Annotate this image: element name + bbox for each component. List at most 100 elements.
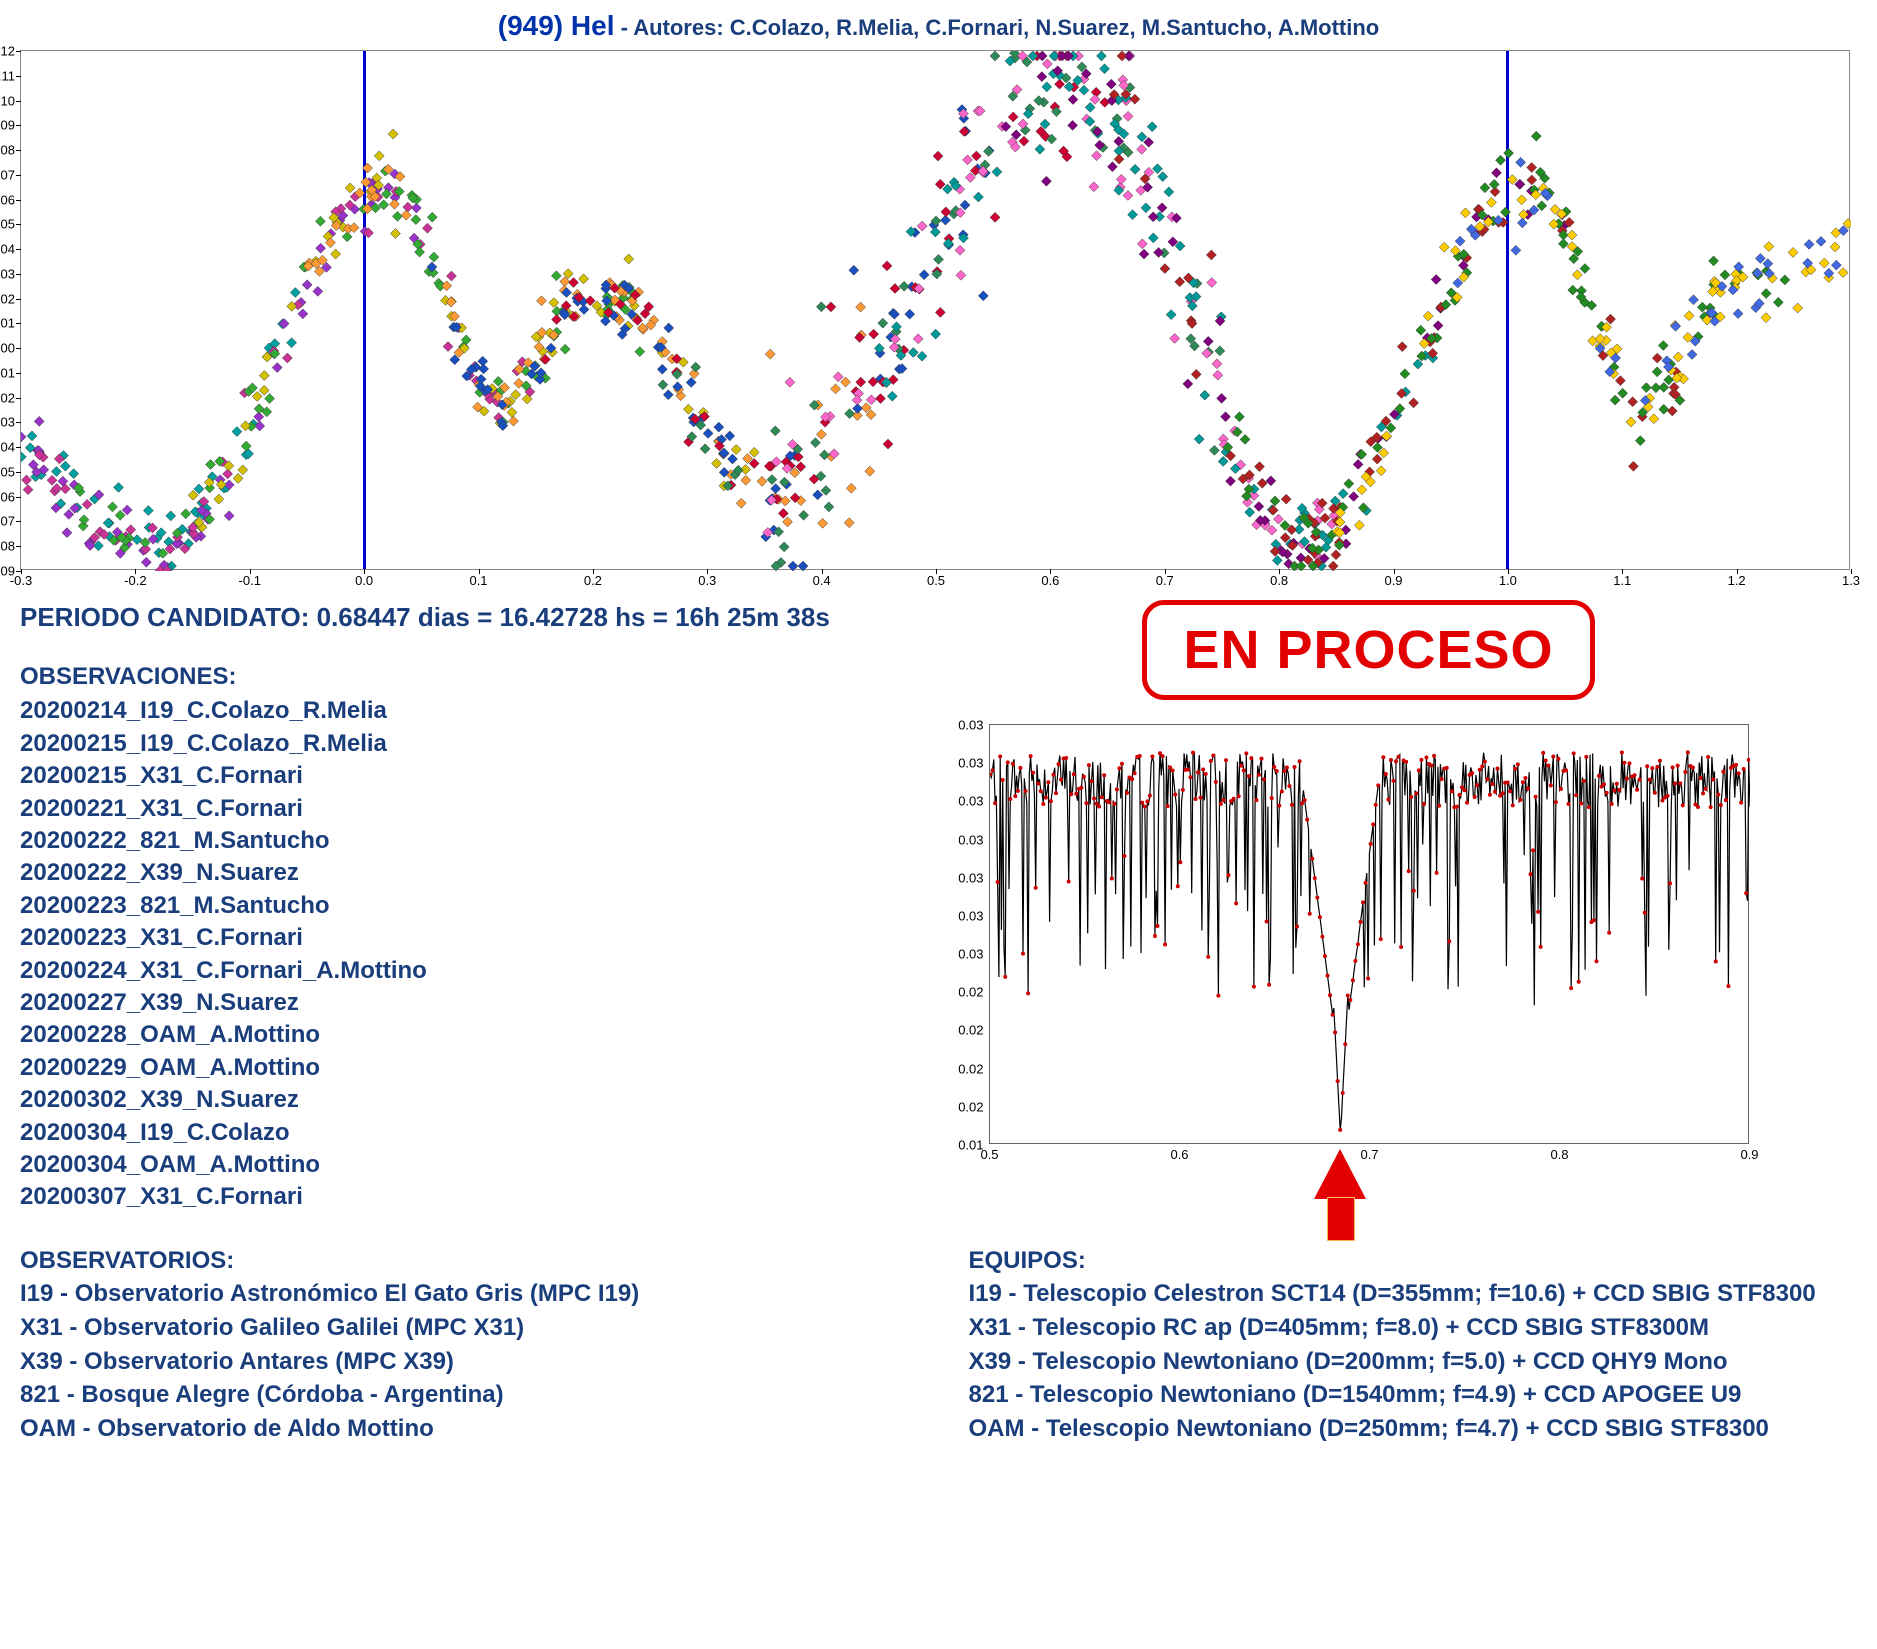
y-tick-label: -0.04	[0, 242, 15, 257]
pg-y-tick-label: 0.01	[958, 1138, 983, 1153]
y-tick-label: -0.07	[0, 167, 15, 182]
x-tick-label: -0.2	[124, 573, 146, 588]
pg-y-tick-label: 0.03	[958, 832, 983, 847]
observatory-item: X39 - Observatorio Antares (MPC X39)	[20, 1345, 909, 1379]
y-tick-label: -0.12	[0, 44, 15, 59]
observation-item: 20200307_X31_C.Fornari	[20, 1181, 840, 1213]
observation-item: 20200229_OAM_A.Mottino	[20, 1052, 840, 1084]
observation-item: 20200224_X31_C.Fornari_A.Mottino	[20, 955, 840, 987]
periodogram-chart: 0.50.60.70.80.90.010.020.020.020.020.030…	[989, 724, 1749, 1144]
y-tick-label: 0.05	[0, 464, 15, 479]
y-tick-label: -0.08	[0, 143, 15, 158]
x-tick-label: -0.3	[10, 573, 32, 588]
observation-item: 20200222_X39_N.Suarez	[20, 857, 840, 889]
y-tick-label: 0.04	[0, 440, 15, 455]
x-tick-label: 0.4	[813, 573, 831, 588]
x-tick-label: 0.5	[927, 573, 945, 588]
observation-item: 20200214_I19_C.Colazo_R.Melia	[20, 695, 840, 727]
period-line: PERIODO CANDIDATO: 0.68447 dias = 16.427…	[20, 600, 840, 635]
observation-item: 20200222_821_M.Santucho	[20, 825, 840, 857]
best-period-arrow	[1314, 1151, 1366, 1199]
equipment-header: EQUIPOS:	[969, 1244, 1858, 1278]
pg-y-tick-label: 0.03	[958, 718, 983, 733]
x-tick-label: 0.1	[469, 573, 487, 588]
x-tick-label: 1.2	[1728, 573, 1746, 588]
observation-item: 20200228_OAM_A.Mottino	[20, 1019, 840, 1051]
observation-item: 20200227_X39_N.Suarez	[20, 987, 840, 1019]
pg-y-tick-label: 0.03	[958, 908, 983, 923]
equipment-item: I19 - Telescopio Celestron SCT14 (D=355m…	[969, 1277, 1858, 1311]
period-value: 0.68447 dias = 16.42728 hs = 16h 25m 38s	[317, 602, 830, 632]
observatory-item: 821 - Bosque Alegre (Córdoba - Argentina…	[20, 1378, 909, 1412]
observatory-item: X31 - Observatorio Galileo Galilei (MPC …	[20, 1311, 909, 1345]
lightcurve-chart: -0.12-0.11-0.10-0.09-0.08-0.07-0.06-0.05…	[20, 50, 1850, 570]
x-tick-label: 1.0	[1499, 573, 1517, 588]
x-tick-label: 0.6	[1041, 573, 1059, 588]
y-tick-label: 0.06	[0, 489, 15, 504]
pg-x-tick-label: 0.9	[1740, 1147, 1758, 1162]
right-column: EN PROCESO 0.50.60.70.80.90.010.020.020.…	[880, 600, 1857, 1144]
observatory-item: I19 - Observatorio Astronómico El Gato G…	[20, 1277, 909, 1311]
observations-header: OBSERVACIONES:	[20, 661, 840, 693]
observation-item: 20200304_I19_C.Colazo	[20, 1117, 840, 1149]
y-tick-label: -0.11	[0, 68, 15, 83]
periodogram-trace	[990, 725, 1750, 1145]
y-tick-label: 0.08	[0, 539, 15, 554]
pg-y-tick-label: 0.02	[958, 1023, 983, 1038]
pg-y-tick-label: 0.03	[958, 756, 983, 771]
x-tick-label: 0.9	[1384, 573, 1402, 588]
equipment-item: 821 - Telescopio Newtoniano (D=1540mm; f…	[969, 1378, 1858, 1412]
x-tick-label: -0.1	[239, 573, 261, 588]
title-sub: - Autores: C.Colazo, R.Melia, C.Fornari,…	[614, 15, 1379, 40]
pg-x-tick-label: 0.8	[1550, 1147, 1568, 1162]
observation-item: 20200223_821_M.Santucho	[20, 890, 840, 922]
equipment-list: I19 - Telescopio Celestron SCT14 (D=355m…	[969, 1277, 1858, 1445]
x-tick-label: 0.8	[1270, 573, 1288, 588]
left-column: PERIODO CANDIDATO: 0.68447 dias = 16.427…	[20, 600, 840, 1214]
observatories-block: OBSERVATORIOS: I19 - Observatorio Astron…	[20, 1244, 909, 1446]
x-tick-label: 0.2	[584, 573, 602, 588]
x-tick-label: 1.3	[1842, 573, 1860, 588]
pg-y-tick-label: 0.02	[958, 1099, 983, 1114]
x-tick-label: 1.1	[1613, 573, 1631, 588]
equipment-item: OAM - Telescopio Newtoniano (D=250mm; f=…	[969, 1412, 1858, 1446]
y-tick-label: -0.10	[0, 93, 15, 108]
observation-item: 20200215_I19_C.Colazo_R.Melia	[20, 728, 840, 760]
pg-x-tick-label: 0.6	[1170, 1147, 1188, 1162]
y-tick-label: 0.03	[0, 415, 15, 430]
y-tick-label: 0.01	[0, 365, 15, 380]
period-label: PERIODO CANDIDATO:	[20, 602, 309, 632]
chart-title: (949) Hel - Autores: C.Colazo, R.Melia, …	[20, 10, 1857, 42]
y-tick-label: -0.06	[0, 192, 15, 207]
lightcurve-points	[21, 51, 1851, 571]
pg-y-tick-label: 0.03	[958, 947, 983, 962]
pg-y-tick-label: 0.03	[958, 794, 983, 809]
pg-y-tick-label: 0.02	[958, 1061, 983, 1076]
observation-item: 20200215_X31_C.Fornari	[20, 760, 840, 792]
title-main: (949) Hel	[498, 10, 615, 41]
pg-y-tick-label: 0.02	[958, 985, 983, 1000]
x-tick-label: 0.3	[698, 573, 716, 588]
x-tick-label: 0.7	[1156, 573, 1174, 588]
observatories-header: OBSERVATORIOS:	[20, 1244, 909, 1278]
equipment-item: X31 - Telescopio RC ap (D=405mm; f=8.0) …	[969, 1311, 1858, 1345]
equipment-item: X39 - Telescopio Newtoniano (D=200mm; f=…	[969, 1345, 1858, 1379]
y-tick-label: -0.09	[0, 118, 15, 133]
pg-y-tick-label: 0.03	[958, 870, 983, 885]
observatories-list: I19 - Observatorio Astronómico El Gato G…	[20, 1277, 909, 1445]
y-tick-label: -0.02	[0, 291, 15, 306]
observation-item: 20200221_X31_C.Fornari	[20, 793, 840, 825]
y-tick-label: -0.01	[0, 316, 15, 331]
x-tick-label: 0.0	[355, 573, 373, 588]
y-tick-label: 0.00	[0, 341, 15, 356]
y-tick-label: -0.05	[0, 217, 15, 232]
y-tick-label: 0.07	[0, 514, 15, 529]
equipment-block: EQUIPOS: I19 - Telescopio Celestron SCT1…	[969, 1244, 1858, 1446]
observations-list: 20200214_I19_C.Colazo_R.Melia20200215_I1…	[20, 695, 840, 1213]
status-badge: EN PROCESO	[1142, 600, 1594, 700]
y-tick-label: 0.02	[0, 390, 15, 405]
observation-item: 20200304_OAM_A.Mottino	[20, 1149, 840, 1181]
bottom-columns: OBSERVATORIOS: I19 - Observatorio Astron…	[20, 1244, 1857, 1446]
y-tick-label: -0.03	[0, 266, 15, 281]
observatory-item: OAM - Observatorio de Aldo Mottino	[20, 1412, 909, 1446]
